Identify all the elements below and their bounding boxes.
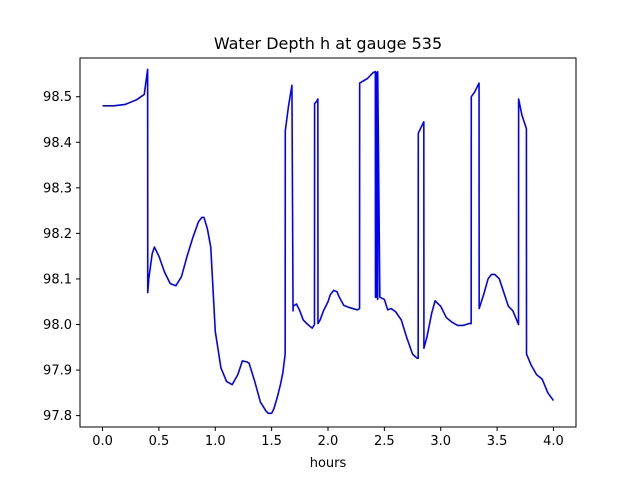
y-axis-ticks: 97.8 97.9 98.0 98.1 98.2 98.3 98.4 98.5 (43, 90, 80, 424)
x-tick-label: 1.0 (205, 434, 226, 449)
y-tick-label: 98.5 (43, 90, 72, 105)
x-axis-label: hours (310, 456, 347, 471)
x-tick-label: 3.0 (430, 434, 451, 449)
y-tick-label: 98.1 (43, 272, 72, 287)
x-tick-label: 2.5 (374, 434, 395, 449)
x-tick-label: 0.5 (149, 434, 170, 449)
x-tick-label: 3.5 (487, 434, 508, 449)
y-tick-label: 98.4 (43, 136, 72, 151)
y-tick-label: 97.9 (43, 364, 72, 379)
x-tick-label: 4.0 (543, 434, 564, 449)
x-tick-label: 0.0 (92, 434, 113, 449)
y-tick-label: 98.0 (43, 318, 72, 333)
chart-title: Water Depth h at gauge 535 (214, 34, 442, 53)
x-tick-label: 2.0 (318, 434, 339, 449)
series-line-0 (102, 68, 555, 415)
x-axis-ticks: 0.0 0.5 1.0 1.5 2.0 2.5 3.0 3.5 4.0 (92, 427, 564, 449)
y-tick-label: 98.3 (43, 181, 72, 196)
x-tick-label: 1.5 (261, 434, 282, 449)
y-tick-label: 98.2 (43, 227, 72, 242)
y-tick-label: 97.8 (43, 409, 72, 424)
